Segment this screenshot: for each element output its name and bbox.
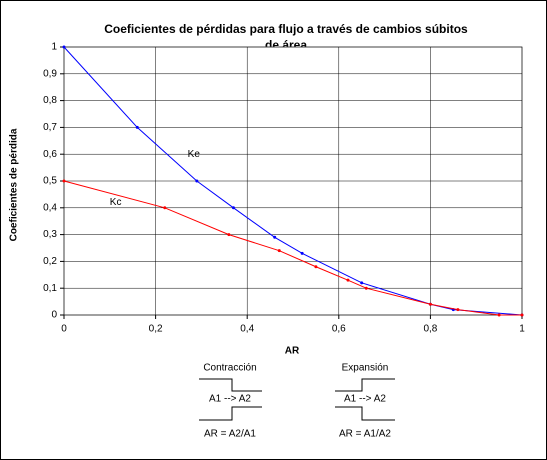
chart-title: Coeficientes de pérdidas para flujo a tr…	[104, 22, 468, 36]
diagram-flow: A1 --> A2	[209, 394, 251, 405]
y-tick-label: 1	[51, 42, 57, 53]
y-axis-title: Coeficientes de pérdida	[9, 128, 20, 241]
wall	[199, 378, 262, 392]
point	[195, 179, 199, 183]
point	[273, 235, 277, 239]
y-tick-label: 0,2	[43, 256, 57, 267]
point	[300, 251, 304, 255]
x-tick-label: 0,8	[423, 324, 437, 335]
y-tick-label: 0,7	[43, 122, 57, 133]
series-label: Ke	[188, 149, 201, 160]
point	[314, 265, 318, 269]
wall	[335, 378, 395, 392]
point	[428, 302, 432, 306]
point	[163, 206, 167, 210]
x-tick-label: 0,2	[149, 324, 163, 335]
y-tick-label: 0,1	[43, 283, 57, 294]
series-label: Kc	[110, 197, 122, 208]
point	[62, 45, 66, 49]
point	[520, 313, 524, 317]
x-tick-label: 0	[61, 324, 67, 335]
y-tick-label: 0	[51, 310, 57, 321]
diagram-title: Contracción	[203, 363, 256, 374]
x-tick-label: 0,4	[240, 324, 254, 335]
y-tick-label: 0,4	[43, 202, 57, 213]
y-tick-label: 0,5	[43, 176, 57, 187]
diagram-formula: AR = A2/A1	[204, 429, 256, 440]
point	[231, 206, 235, 210]
y-tick-label: 0,6	[43, 149, 57, 160]
y-tick-label: 0,3	[43, 229, 57, 240]
point	[62, 179, 66, 183]
x-tick-label: 1	[519, 324, 525, 335]
diagram-title: Expansión	[342, 363, 389, 374]
diagram-formula: AR = A1/A2	[339, 429, 391, 440]
point	[497, 313, 501, 317]
x-axis-title: AR	[285, 346, 300, 357]
wall	[199, 406, 262, 421]
y-tick-label: 0,9	[43, 68, 57, 79]
point	[456, 308, 460, 312]
point	[135, 125, 139, 129]
point	[277, 249, 281, 253]
wall	[335, 406, 395, 421]
point	[364, 286, 368, 290]
diagram-flow: A1 --> A2	[344, 394, 386, 405]
y-tick-label: 0,8	[43, 95, 57, 106]
x-tick-label: 0,6	[332, 324, 346, 335]
point	[346, 278, 350, 282]
point	[360, 281, 364, 285]
point	[227, 233, 231, 237]
